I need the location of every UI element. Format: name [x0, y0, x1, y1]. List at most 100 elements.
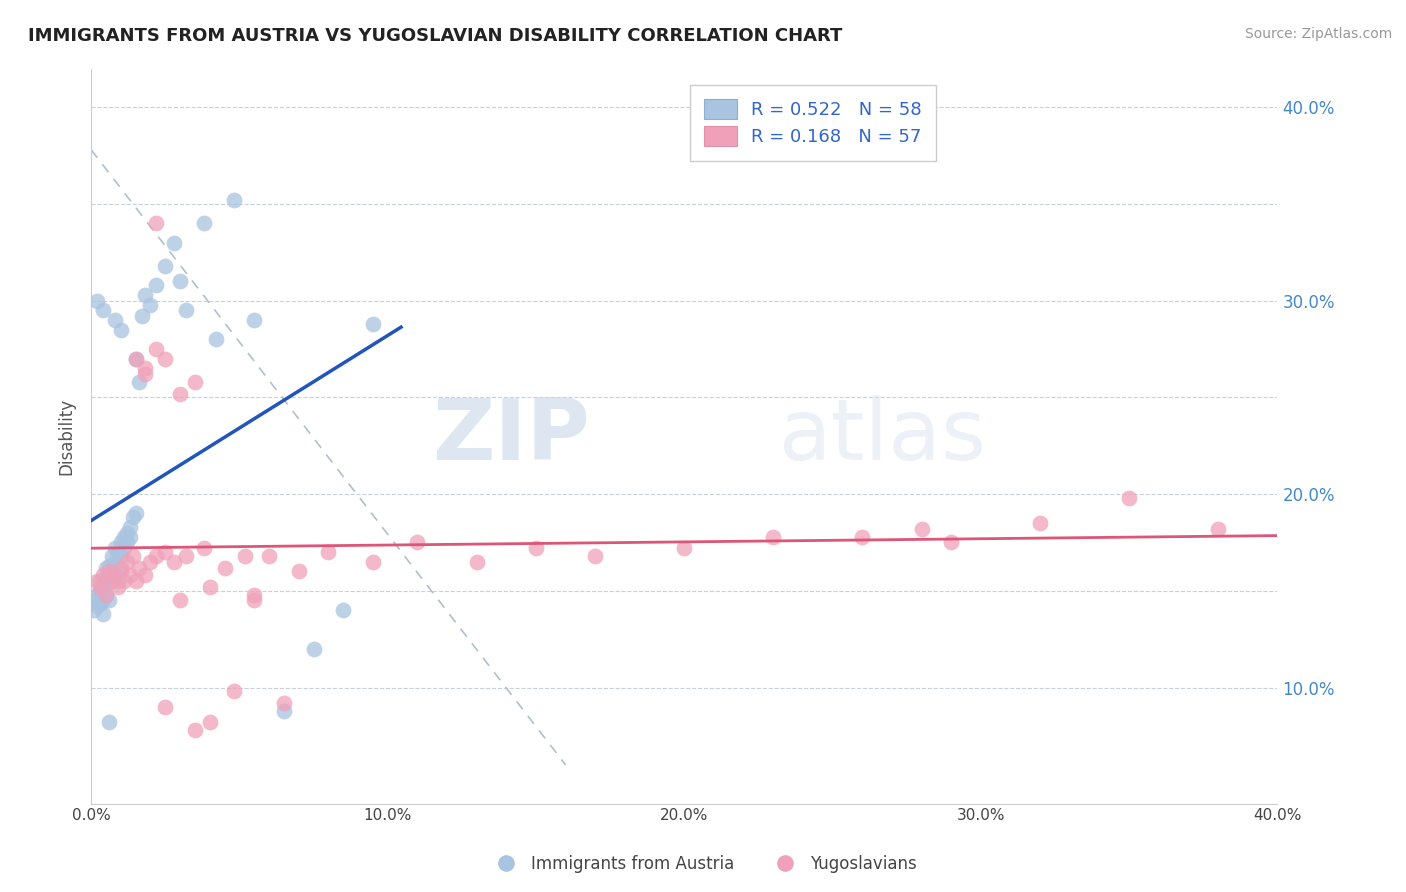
- Point: [134, 361, 156, 376]
- Point: [131, 309, 153, 323]
- Point: [101, 574, 124, 589]
- Point: [139, 297, 162, 311]
- Point: [198, 580, 221, 594]
- Point: [361, 555, 384, 569]
- Point: [155, 545, 177, 559]
- Point: [243, 593, 266, 607]
- Point: [121, 510, 143, 524]
- Point: [583, 549, 606, 563]
- Point: [107, 574, 129, 589]
- Point: [134, 288, 156, 302]
- Point: [107, 580, 129, 594]
- Point: [97, 593, 120, 607]
- Point: [1029, 516, 1052, 530]
- Point: [124, 351, 146, 366]
- Text: atlas: atlas: [779, 394, 987, 477]
- Point: [94, 588, 117, 602]
- Legend: R = 0.522   N = 58, R = 0.168   N = 57: R = 0.522 N = 58, R = 0.168 N = 57: [690, 85, 936, 161]
- Point: [104, 541, 127, 556]
- Text: ZIP: ZIP: [432, 394, 589, 477]
- Point: [112, 541, 135, 556]
- Point: [318, 545, 340, 559]
- Text: Source: ZipAtlas.com: Source: ZipAtlas.com: [1244, 27, 1392, 41]
- Point: [214, 560, 236, 574]
- Point: [86, 574, 108, 589]
- Point: [118, 568, 141, 582]
- Point: [169, 386, 191, 401]
- Point: [115, 555, 138, 569]
- Text: IMMIGRANTS FROM AUSTRIA VS YUGOSLAVIAN DISABILITY CORRELATION CHART: IMMIGRANTS FROM AUSTRIA VS YUGOSLAVIAN D…: [28, 27, 842, 45]
- Point: [155, 259, 177, 273]
- Point: [1118, 491, 1140, 505]
- Point: [257, 549, 280, 563]
- Point: [89, 574, 111, 589]
- Point: [198, 715, 221, 730]
- Point: [118, 520, 141, 534]
- Point: [193, 216, 215, 230]
- Point: [273, 704, 295, 718]
- Point: [86, 588, 108, 602]
- Point: [184, 723, 207, 738]
- Point: [110, 535, 132, 549]
- Point: [302, 641, 325, 656]
- Point: [243, 588, 266, 602]
- Point: [673, 541, 696, 556]
- Point: [86, 599, 108, 614]
- Point: [145, 216, 167, 230]
- Point: [104, 568, 127, 582]
- Point: [101, 549, 124, 563]
- Point: [94, 574, 117, 589]
- Point: [83, 593, 105, 607]
- Point: [104, 568, 127, 582]
- Point: [91, 568, 114, 582]
- Point: [361, 317, 384, 331]
- Point: [222, 193, 245, 207]
- Point: [465, 555, 488, 569]
- Point: [110, 560, 132, 574]
- Point: [851, 530, 873, 544]
- Point: [124, 507, 146, 521]
- Point: [97, 558, 120, 573]
- Point: [97, 715, 120, 730]
- Point: [94, 588, 117, 602]
- Point: [107, 545, 129, 559]
- Point: [104, 555, 127, 569]
- Point: [163, 235, 186, 250]
- Point: [101, 560, 124, 574]
- Point: [134, 568, 156, 582]
- Point: [332, 603, 354, 617]
- Point: [406, 535, 429, 549]
- Point: [91, 303, 114, 318]
- Point: [762, 530, 785, 544]
- Point: [169, 274, 191, 288]
- Point: [169, 593, 191, 607]
- Point: [112, 530, 135, 544]
- Point: [97, 565, 120, 579]
- Point: [145, 549, 167, 563]
- Point: [184, 375, 207, 389]
- Point: [94, 560, 117, 574]
- Point: [110, 323, 132, 337]
- Point: [134, 367, 156, 381]
- Point: [89, 598, 111, 612]
- Point: [524, 541, 547, 556]
- Point: [243, 313, 266, 327]
- Point: [121, 549, 143, 563]
- Point: [83, 603, 105, 617]
- Point: [89, 580, 111, 594]
- Point: [204, 332, 226, 346]
- Point: [145, 342, 167, 356]
- Point: [128, 560, 150, 574]
- Point: [101, 574, 124, 589]
- Point: [193, 541, 215, 556]
- Point: [89, 583, 111, 598]
- Point: [110, 565, 132, 579]
- Point: [124, 351, 146, 366]
- Point: [115, 535, 138, 549]
- Point: [145, 278, 167, 293]
- Y-axis label: Disability: Disability: [58, 398, 75, 475]
- Point: [174, 303, 197, 318]
- Point: [1206, 522, 1229, 536]
- Point: [235, 549, 257, 563]
- Point: [941, 535, 963, 549]
